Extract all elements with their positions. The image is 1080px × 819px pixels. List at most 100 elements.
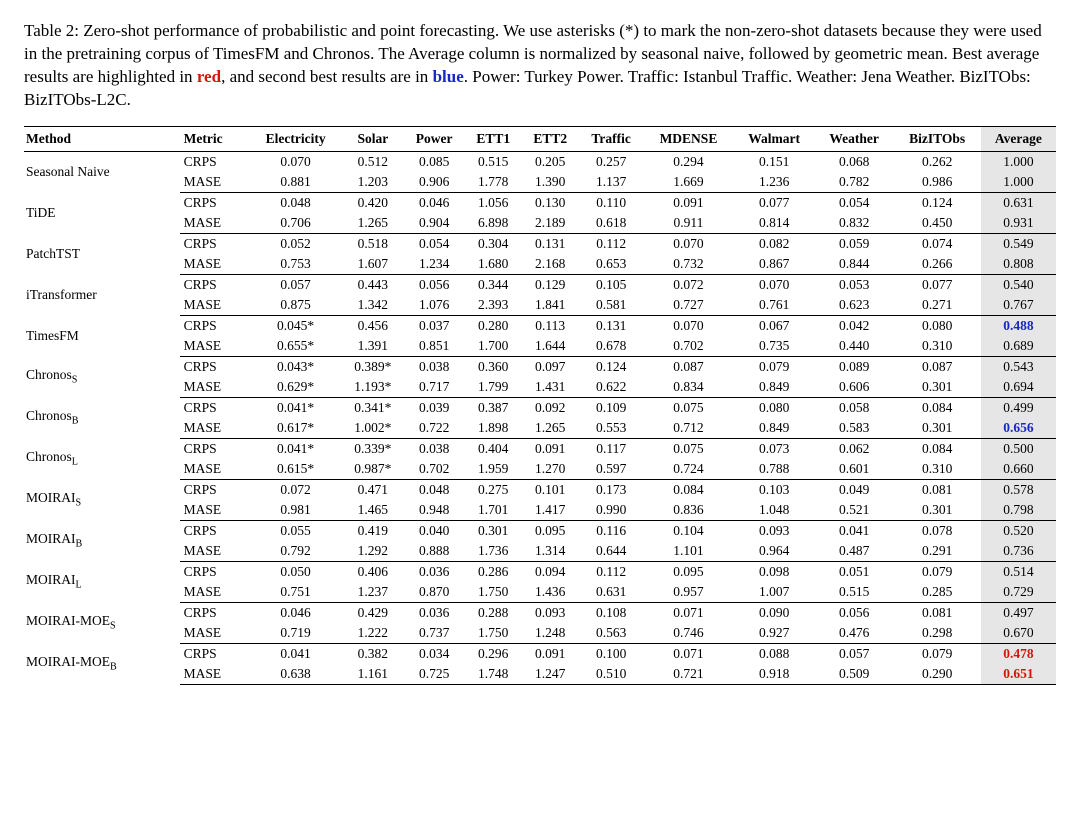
value-cell: 0.173 [579, 479, 644, 500]
value-cell: 0.036 [404, 561, 465, 582]
value-cell: 0.606 [815, 377, 894, 398]
value-cell: 0.543 [981, 356, 1056, 377]
value-cell: 0.041 [249, 643, 342, 664]
value-cell: 0.440 [815, 336, 894, 357]
value-cell: 0.851 [404, 336, 465, 357]
value-cell: 0.510 [579, 664, 644, 685]
value-cell: 0.130 [522, 192, 579, 213]
value-cell: 1.669 [644, 172, 734, 193]
value-cell: 0.077 [893, 274, 980, 295]
value-cell: 0.075 [644, 438, 734, 459]
method-name: MOIRAIB [24, 520, 180, 561]
value-cell: 0.084 [893, 438, 980, 459]
value-cell: 0.055 [249, 520, 342, 541]
value-cell: 0.280 [465, 315, 522, 336]
value-cell: 0.623 [815, 295, 894, 316]
value-cell: 0.058 [815, 397, 894, 418]
value-cell: 0.563 [579, 623, 644, 644]
value-cell: 0.043* [249, 356, 342, 377]
value-cell: 0.867 [733, 254, 815, 275]
value-cell: 1.056 [465, 192, 522, 213]
value-cell: 0.788 [733, 459, 815, 480]
value-cell: 0.655* [249, 336, 342, 357]
value-cell: 0.285 [893, 582, 980, 603]
value-cell: 0.406 [342, 561, 404, 582]
value-cell: 1.236 [733, 172, 815, 193]
value-cell: 0.041 [815, 520, 894, 541]
value-cell: 0.761 [733, 295, 815, 316]
value-cell: 0.294 [644, 151, 734, 172]
metric-label: MASE [180, 377, 250, 398]
value-cell: 0.072 [249, 479, 342, 500]
value-cell: 0.721 [644, 664, 734, 685]
value-cell: 0.095 [522, 520, 579, 541]
metric-label: CRPS [180, 561, 250, 582]
value-cell: 0.266 [893, 254, 980, 275]
value-cell: 1.265 [342, 213, 404, 234]
value-cell: 0.077 [733, 192, 815, 213]
value-cell: 0.046 [249, 602, 342, 623]
metric-label: CRPS [180, 356, 250, 377]
value-cell: 0.911 [644, 213, 734, 234]
method-name: MOIRAIL [24, 561, 180, 602]
value-cell: 2.189 [522, 213, 579, 234]
col-header: Average [981, 126, 1056, 151]
value-cell: 1.465 [342, 500, 404, 521]
value-cell: 0.070 [733, 274, 815, 295]
value-cell: 1.841 [522, 295, 579, 316]
value-cell: 0.339* [342, 438, 404, 459]
value-cell: 1.193* [342, 377, 404, 398]
metric-label: CRPS [180, 602, 250, 623]
value-cell: 6.898 [465, 213, 522, 234]
value-cell: 0.275 [465, 479, 522, 500]
value-cell: 0.151 [733, 151, 815, 172]
method-name: TimesFM [24, 315, 180, 356]
value-cell: 0.578 [981, 479, 1056, 500]
value-cell: 1.247 [522, 664, 579, 685]
value-cell: 1.700 [465, 336, 522, 357]
value-cell: 0.420 [342, 192, 404, 213]
value-cell: 0.072 [644, 274, 734, 295]
value-cell: 0.735 [733, 336, 815, 357]
metric-label: MASE [180, 295, 250, 316]
col-header: MDENSE [644, 126, 734, 151]
metric-label: MASE [180, 664, 250, 685]
metric-label: CRPS [180, 274, 250, 295]
value-cell: 0.540 [981, 274, 1056, 295]
value-cell: 0.304 [465, 233, 522, 254]
value-cell: 0.105 [579, 274, 644, 295]
value-cell: 1.736 [465, 541, 522, 562]
value-cell: 1.607 [342, 254, 404, 275]
value-cell: 0.360 [465, 356, 522, 377]
value-cell: 0.101 [522, 479, 579, 500]
value-cell: 0.056 [404, 274, 465, 295]
value-cell: 0.888 [404, 541, 465, 562]
value-cell: 0.706 [249, 213, 342, 234]
value-cell: 0.717 [404, 377, 465, 398]
value-cell: 0.729 [981, 582, 1056, 603]
value-cell: 0.601 [815, 459, 894, 480]
value-cell: 0.059 [815, 233, 894, 254]
value-cell: 0.737 [404, 623, 465, 644]
value-cell: 1.391 [342, 336, 404, 357]
value-cell: 0.651 [981, 664, 1056, 685]
value-cell: 0.301 [893, 418, 980, 439]
value-cell: 0.103 [733, 479, 815, 500]
value-cell: 0.093 [522, 602, 579, 623]
value-cell: 0.404 [465, 438, 522, 459]
value-cell: 0.049 [815, 479, 894, 500]
value-cell: 0.085 [404, 151, 465, 172]
value-cell: 0.751 [249, 582, 342, 603]
value-cell: 0.296 [465, 643, 522, 664]
value-cell: 0.509 [815, 664, 894, 685]
value-cell: 0.344 [465, 274, 522, 295]
value-cell: 0.113 [522, 315, 579, 336]
value-cell: 0.499 [981, 397, 1056, 418]
method-name: ChronosB [24, 397, 180, 438]
value-cell: 0.881 [249, 172, 342, 193]
value-cell: 0.117 [579, 438, 644, 459]
value-cell: 0.736 [981, 541, 1056, 562]
value-cell: 0.310 [893, 336, 980, 357]
value-cell: 0.074 [893, 233, 980, 254]
value-cell: 1.248 [522, 623, 579, 644]
